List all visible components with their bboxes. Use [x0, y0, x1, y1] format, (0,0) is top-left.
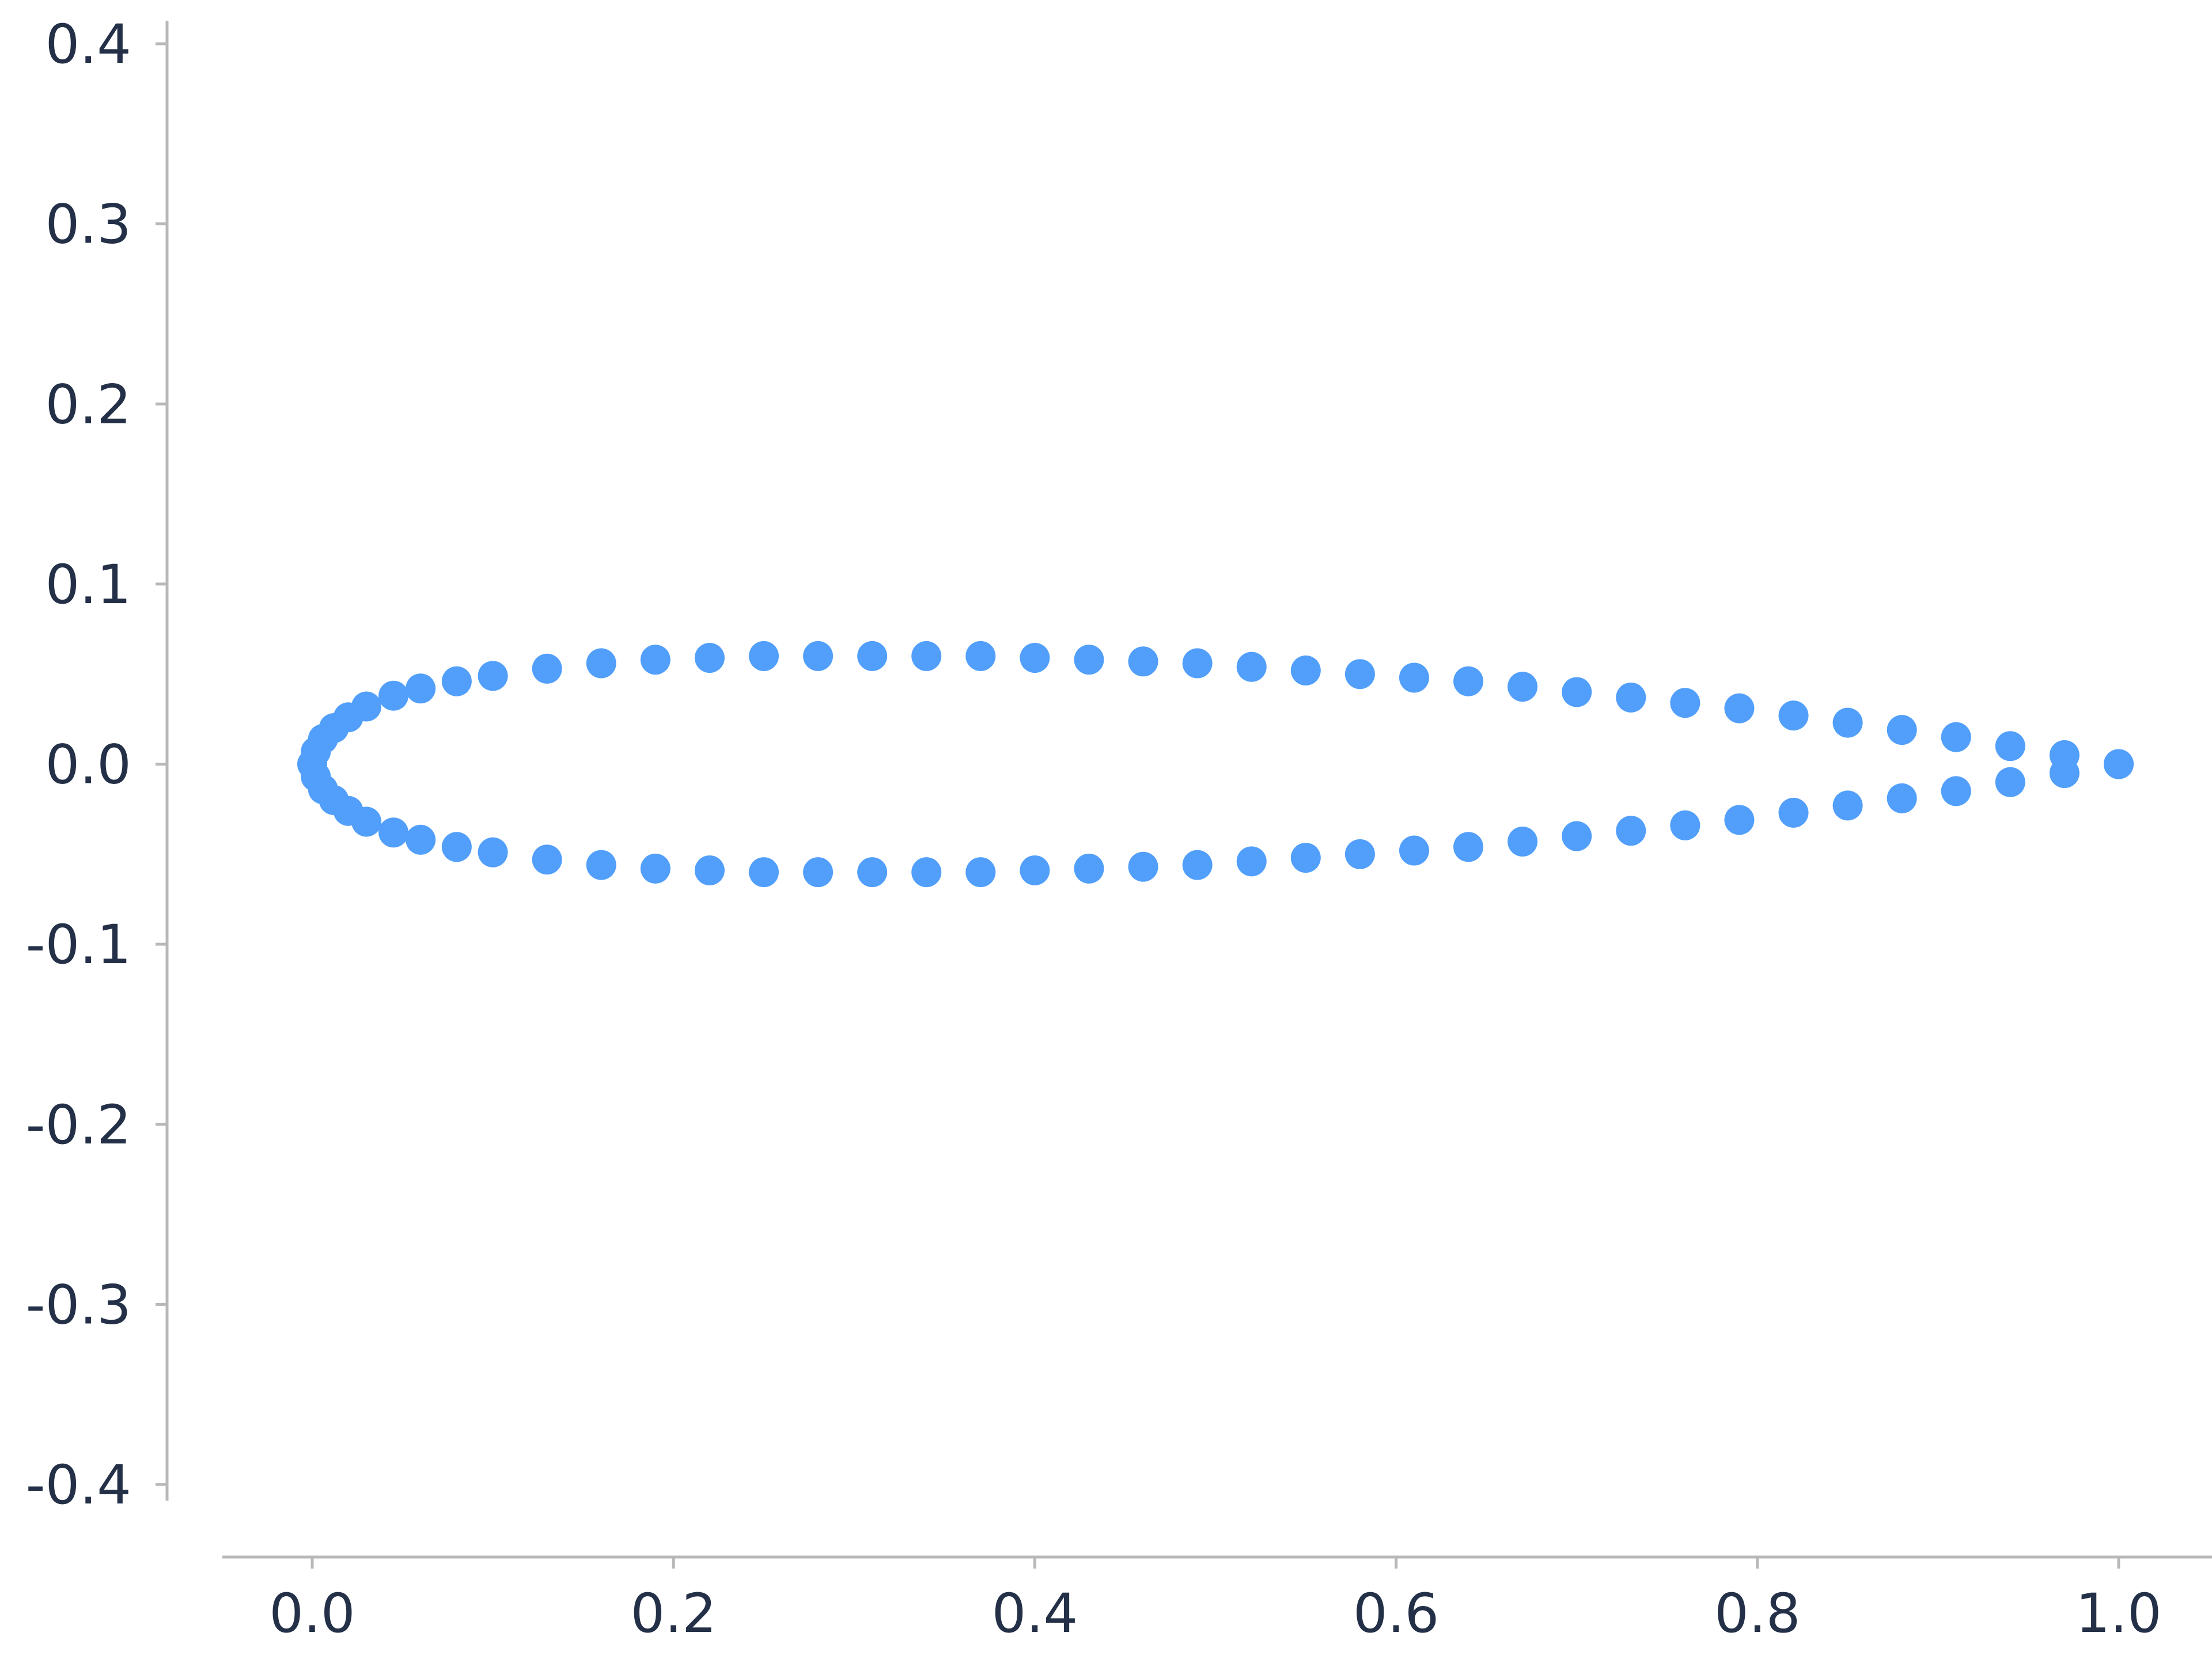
data-point — [351, 806, 382, 837]
y-tick-label: 0.0 — [46, 734, 132, 797]
data-point — [1128, 646, 1158, 677]
data-point — [1508, 826, 1538, 857]
data-point — [1236, 846, 1267, 877]
data-point — [1670, 810, 1700, 840]
x-tick-label: 0.0 — [269, 1582, 355, 1645]
data-point — [1344, 659, 1375, 690]
data-point — [965, 857, 996, 888]
data-points-layer — [297, 641, 2134, 888]
data-point — [441, 666, 472, 696]
data-point — [640, 853, 671, 884]
data-point — [1453, 832, 1484, 862]
data-point — [1074, 645, 1104, 675]
data-point — [1453, 666, 1484, 696]
data-point — [857, 641, 888, 671]
data-point — [1778, 797, 1809, 828]
data-point — [803, 857, 834, 888]
data-point — [1995, 767, 2025, 797]
data-point — [1344, 839, 1375, 869]
data-point — [2049, 758, 2080, 789]
data-point — [1941, 776, 1971, 806]
data-point — [406, 824, 436, 855]
data-point — [1508, 672, 1538, 702]
data-point — [2104, 749, 2134, 779]
y-tick-label: -0.3 — [26, 1274, 131, 1336]
data-point — [749, 857, 779, 888]
data-point — [1995, 731, 2025, 762]
y-tick-label: -0.4 — [26, 1454, 131, 1517]
data-point — [1616, 816, 1646, 846]
data-point — [1832, 790, 1863, 821]
data-point — [1290, 655, 1321, 685]
data-point — [1128, 851, 1158, 882]
data-point — [1832, 707, 1863, 738]
data-point — [1887, 783, 1917, 813]
data-point — [378, 680, 409, 711]
data-point — [1182, 648, 1213, 679]
data-point — [441, 832, 472, 862]
data-point — [694, 855, 725, 885]
y-tick-label: 0.2 — [46, 373, 132, 436]
data-point — [1236, 652, 1267, 682]
data-point — [1020, 855, 1050, 885]
data-point — [640, 645, 671, 675]
x-axis-ticks: 0.0 0.2 0.4 0.6 0.8 1.0 — [269, 1557, 2162, 1645]
y-tick-label: 0.4 — [46, 13, 132, 76]
y-tick-label: 0.1 — [46, 554, 132, 616]
data-point — [1616, 682, 1646, 713]
data-point — [378, 817, 409, 848]
data-point — [749, 641, 779, 671]
data-point — [1399, 835, 1429, 866]
data-point — [803, 641, 834, 671]
x-tick-label: 1.0 — [2075, 1582, 2162, 1645]
x-tick-label: 0.2 — [630, 1582, 717, 1645]
x-tick-label: 0.4 — [992, 1582, 1078, 1645]
data-point — [1562, 821, 1592, 851]
data-point — [586, 648, 616, 679]
data-point — [532, 844, 562, 875]
data-point — [911, 857, 942, 888]
data-point — [694, 643, 725, 673]
data-point — [857, 857, 888, 888]
y-tick-label: -0.2 — [26, 1094, 131, 1157]
y-axis-ticks: 0.4 0.3 0.2 0.1 0.0 -0.1 -0.2 -0.3 -0.4 — [26, 13, 167, 1517]
x-tick-label: 0.6 — [1353, 1582, 1440, 1645]
data-point — [1941, 722, 1971, 752]
data-point — [1724, 693, 1755, 724]
y-tick-label: 0.3 — [46, 194, 132, 256]
x-tick-label: 0.8 — [1714, 1582, 1801, 1645]
data-point — [586, 850, 616, 880]
data-point — [478, 837, 508, 868]
data-point — [1778, 700, 1809, 731]
data-point — [1074, 853, 1104, 884]
data-point — [911, 641, 942, 671]
data-point — [478, 661, 508, 691]
data-point — [406, 673, 436, 704]
data-point — [1020, 643, 1050, 673]
y-tick-label: -0.1 — [26, 914, 131, 976]
data-point — [1670, 688, 1700, 718]
data-point — [1290, 843, 1321, 873]
data-point — [965, 641, 996, 671]
data-point — [1724, 805, 1755, 835]
data-point — [532, 653, 562, 684]
data-point — [1562, 677, 1592, 707]
data-point — [1399, 662, 1429, 693]
data-point — [1887, 715, 1917, 745]
data-point — [1182, 850, 1213, 880]
